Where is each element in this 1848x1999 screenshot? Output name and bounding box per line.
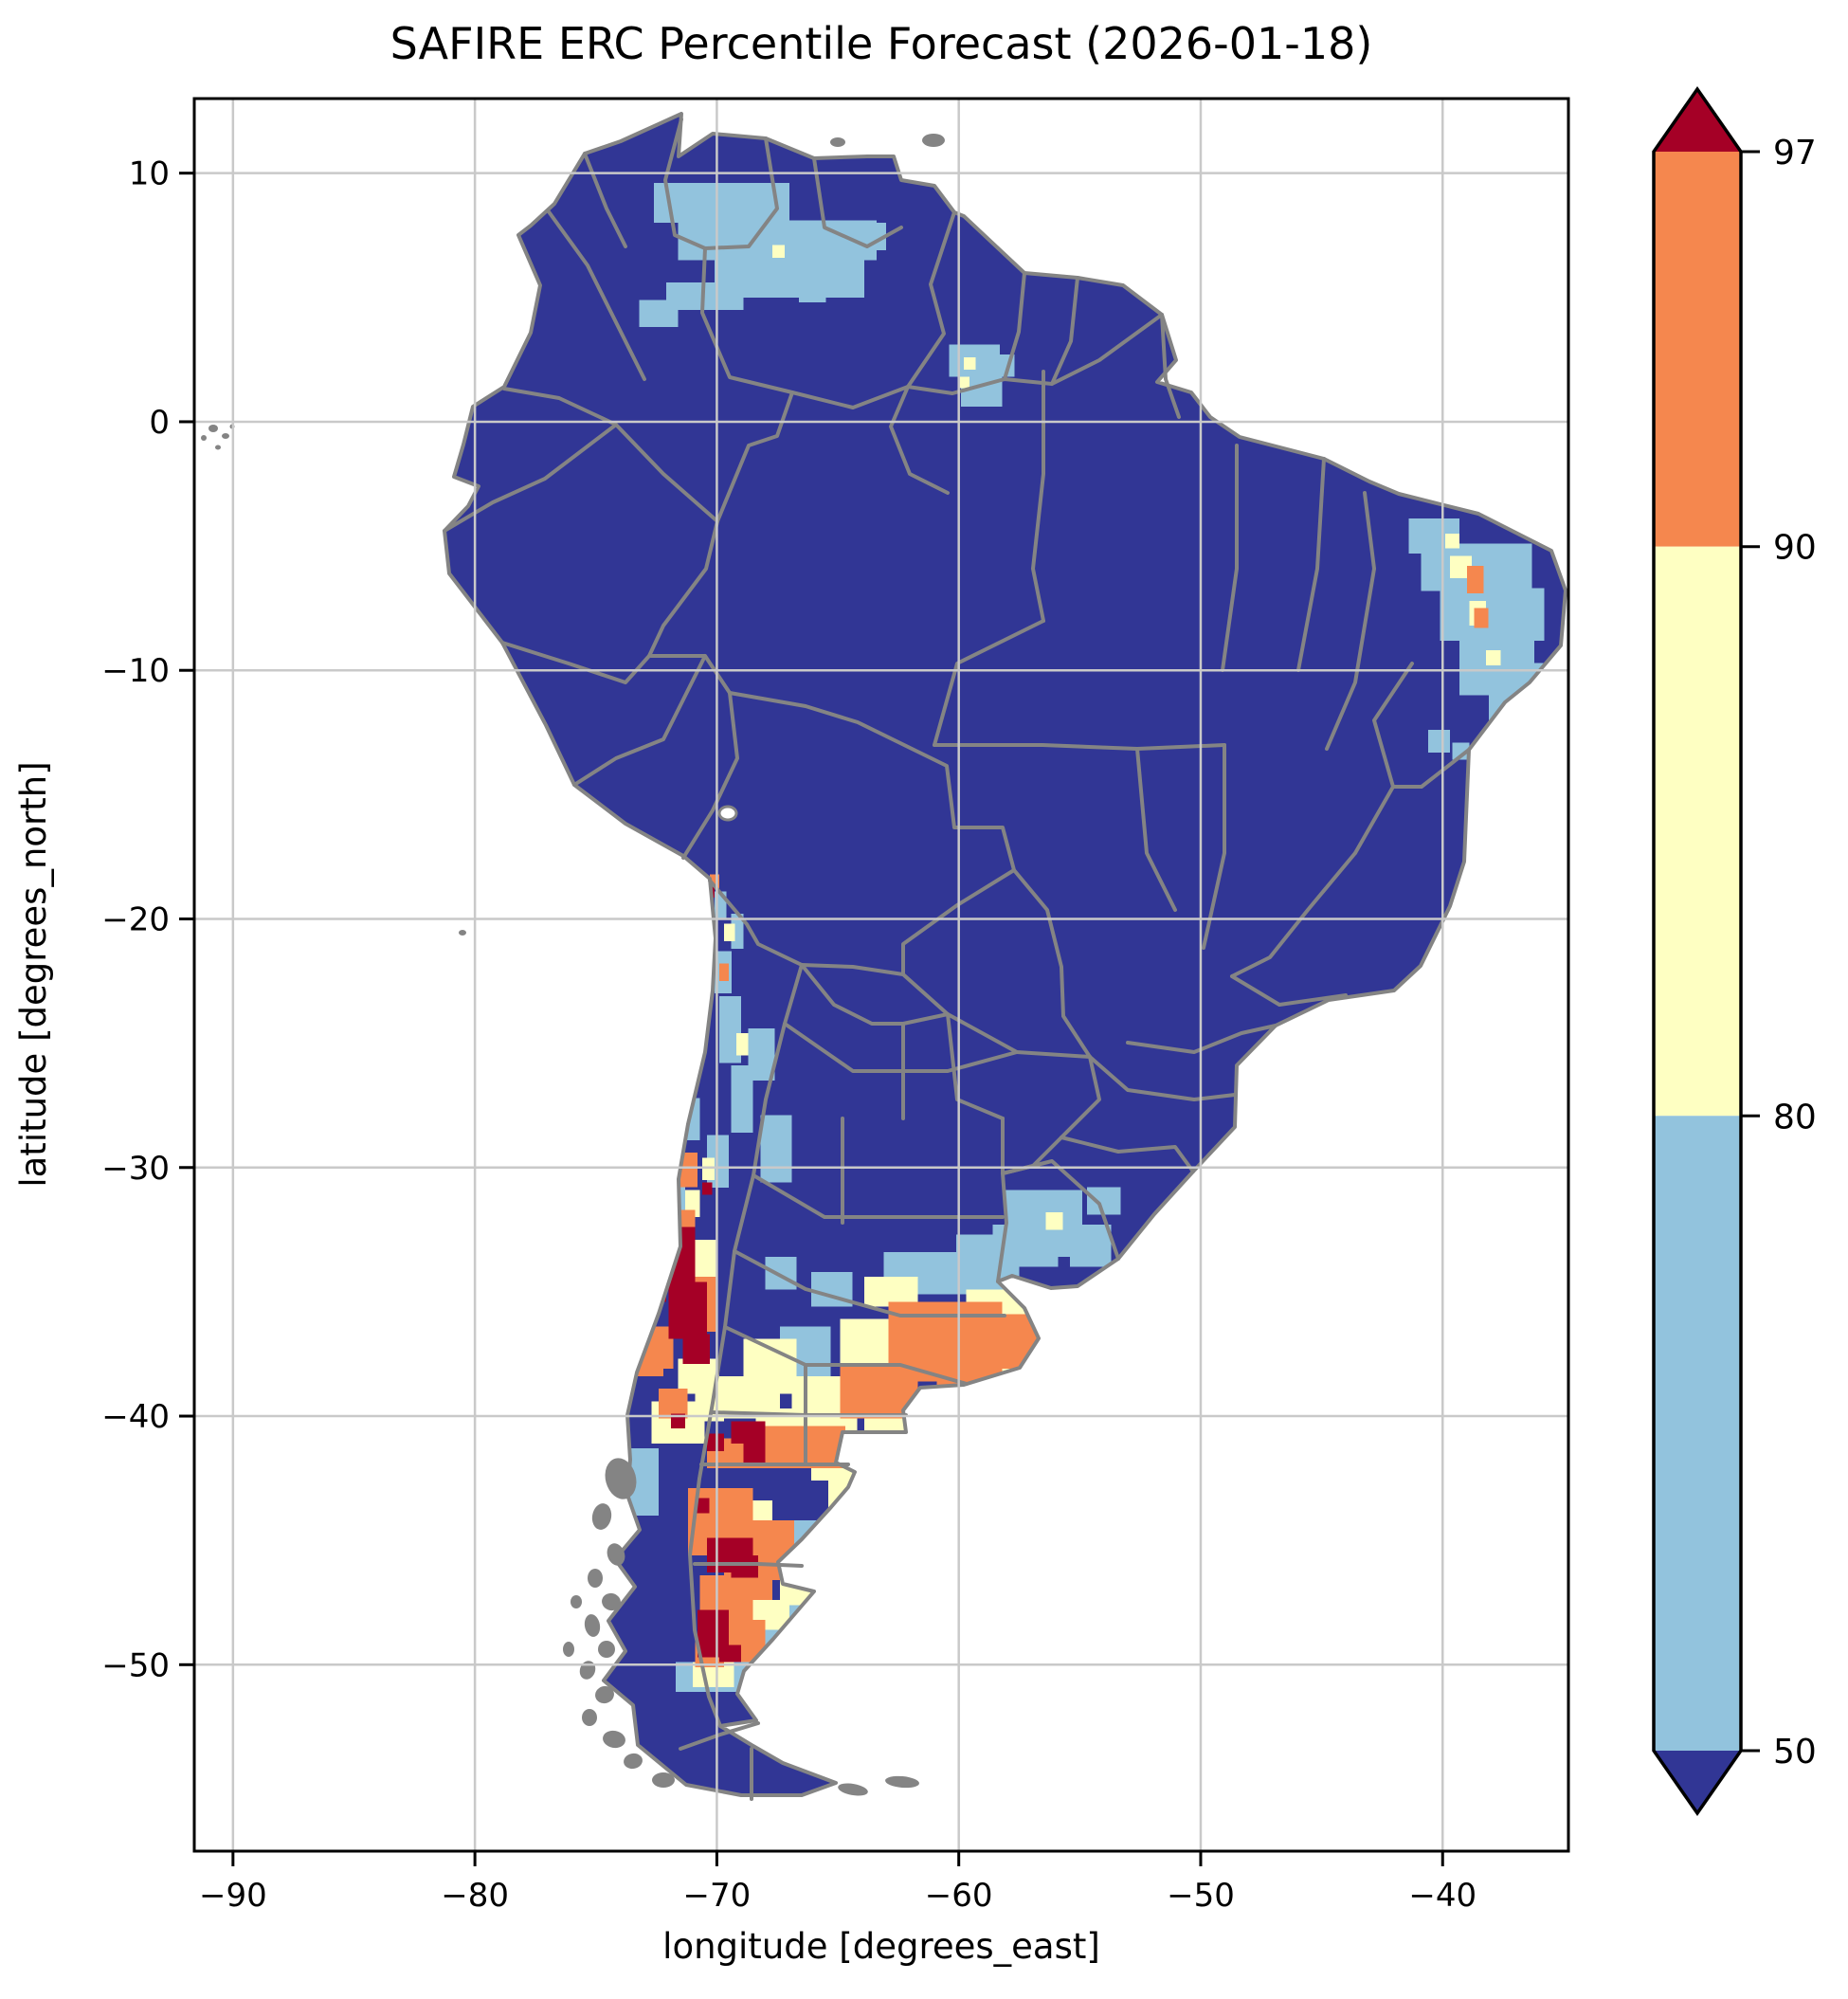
data-cell-p50_80 <box>765 1257 797 1290</box>
data-cell-p50_80 <box>1452 742 1470 760</box>
data-cell-p50_80 <box>1005 1190 1082 1258</box>
y-tick-label: −10 <box>101 652 170 690</box>
data-cell-gt97 <box>719 1645 741 1663</box>
data-cell-p50_80 <box>1087 1187 1121 1215</box>
x-axis-label: longitude [degrees_east] <box>662 1926 1100 1967</box>
y-tick-label: −30 <box>101 1150 170 1188</box>
plot-border <box>192 97 1570 1853</box>
data-cell-p50_80 <box>731 1065 753 1133</box>
data-cell-p50_80 <box>760 1115 792 1183</box>
data-cell-p50_80 <box>639 300 679 328</box>
data-cell-p50_80 <box>1440 588 1545 641</box>
x-tick-label: −60 <box>925 1877 993 1915</box>
data-cell-p50_80 <box>1427 730 1450 753</box>
data-cell-gt97 <box>707 1433 725 1451</box>
colorbar-tick-label: 80 <box>1773 1098 1817 1136</box>
data-cell-gt97 <box>695 1498 710 1514</box>
data-cell-p80_90 <box>963 356 976 370</box>
lake-titicaca <box>717 805 738 822</box>
y-axis-label: latitude [degrees_north] <box>13 761 54 1187</box>
y-tick-label: −50 <box>101 1646 170 1684</box>
grid-lines <box>194 99 1568 1851</box>
data-cell-p80_90 <box>724 923 735 942</box>
data-cell-p90_97 <box>719 963 730 982</box>
data-cell-gt97 <box>702 1182 713 1195</box>
x-tick-label: −50 <box>1167 1877 1235 1915</box>
data-cell-p80_90 <box>735 1033 749 1056</box>
y-tick-label: −40 <box>101 1398 170 1436</box>
data-cell-gt97 <box>682 1334 710 1364</box>
data-cell-p90_97 <box>1474 608 1489 628</box>
data-cell-p50_80 <box>1070 1225 1112 1267</box>
figure-title: SAFIRE ERC Percentile Forecast (2026-01-… <box>390 18 1373 69</box>
colorbar-tick-label: 97 <box>1773 134 1817 173</box>
data-cell-gt97 <box>690 1306 705 1337</box>
data-cell-p50_80 <box>748 1027 775 1081</box>
coastline <box>443 112 1567 1797</box>
data-cell-gt97 <box>731 1554 758 1578</box>
data-cell-p90_97 <box>1466 566 1484 593</box>
data-cell-p90_97 <box>709 874 719 889</box>
colorbar-segment <box>1654 1116 1741 1751</box>
axis-ticks: −90 −80 −70 −60 −50 −40 10 0 −10 −20 −30 −40 −50 <box>101 155 1477 1915</box>
data-cell-p80_90 <box>772 245 785 258</box>
data-cell-p80_90 <box>702 1157 715 1180</box>
data-cell-p50_80 <box>654 183 789 224</box>
data-cell-p80_90 <box>1486 650 1501 665</box>
x-tick-label: −90 <box>199 1877 267 1915</box>
data-cell-gt97 <box>743 1443 766 1466</box>
y-tick-label: −20 <box>101 900 170 938</box>
colorbar: 97 90 80 50 <box>1652 85 1817 1817</box>
data-cell-gt97 <box>670 1413 686 1429</box>
x-tick-label: −70 <box>683 1877 752 1915</box>
data-cell-p80_90 <box>1045 1212 1063 1230</box>
colorbar-tick-label: 90 <box>1773 529 1817 568</box>
y-tick-label: 0 <box>149 404 170 442</box>
admin-borders <box>443 112 1567 1801</box>
data-cell-p80_90 <box>1449 555 1472 579</box>
data-cell-p90_97 <box>755 1426 845 1469</box>
colorbar-under-arrow <box>1654 1751 1741 1813</box>
colorbar-over-arrow <box>1654 89 1741 152</box>
x-tick-label: −80 <box>441 1877 509 1915</box>
colorbar-segment <box>1654 152 1741 547</box>
island-blobs <box>201 134 945 1796</box>
x-tick-label: −40 <box>1408 1877 1477 1915</box>
y-tick-label: 10 <box>129 155 170 193</box>
data-cell-gt97 <box>731 1421 766 1444</box>
colorbar-tick-label: 50 <box>1773 1733 1817 1772</box>
colorbar-segment <box>1654 546 1741 1117</box>
data-cell-p50_80 <box>799 280 826 303</box>
data-cell-p80_90 <box>958 376 970 389</box>
south-america-landmass <box>444 114 1566 1795</box>
data-cell-p50_80 <box>719 995 741 1063</box>
data-cell-p80_90 <box>1444 534 1460 549</box>
